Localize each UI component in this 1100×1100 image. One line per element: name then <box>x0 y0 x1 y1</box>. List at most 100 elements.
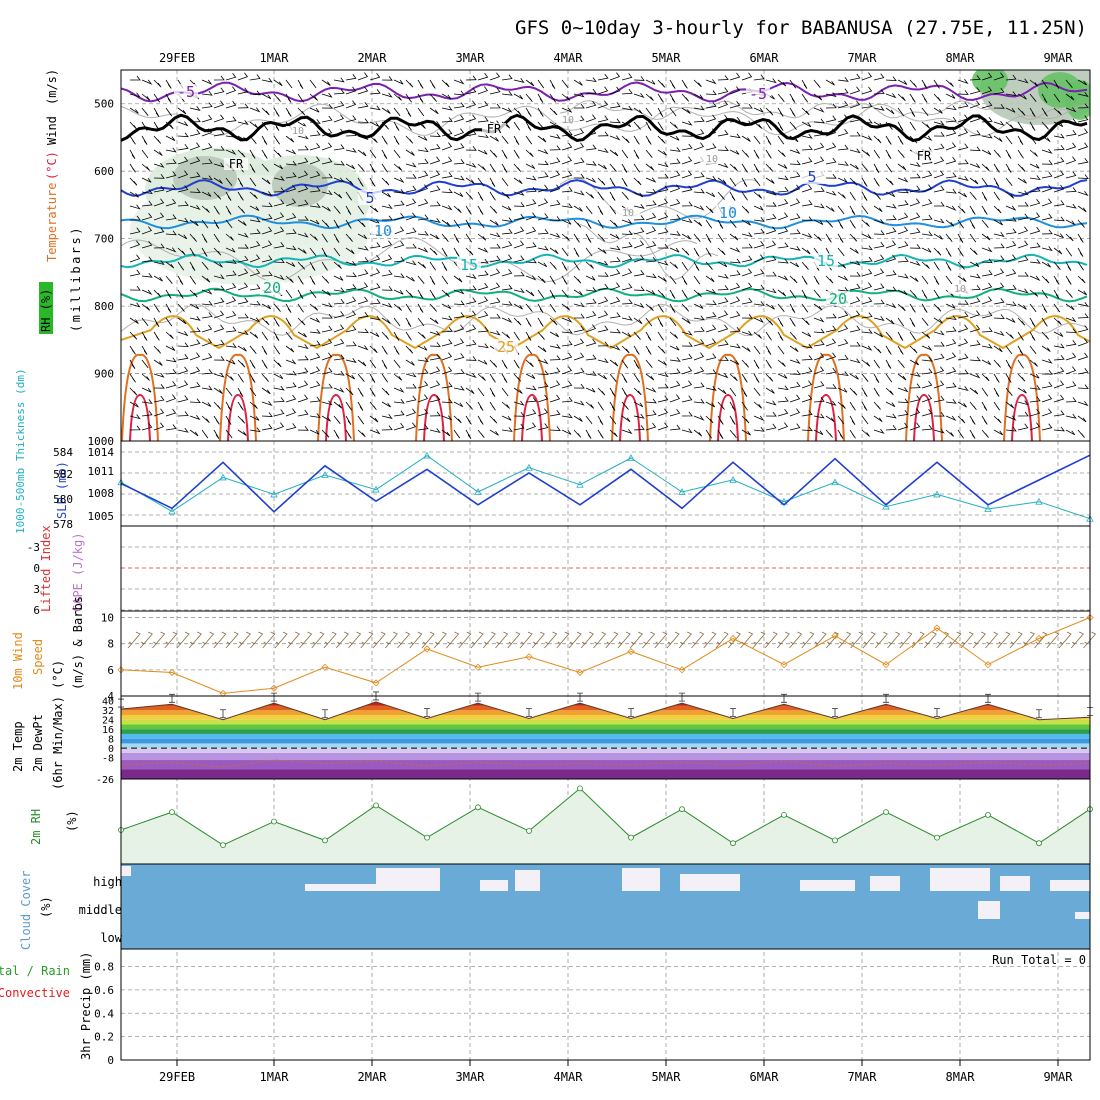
wind-barb <box>273 107 280 117</box>
wind-barb <box>585 287 597 292</box>
wind-barb <box>465 372 477 378</box>
wind-barb <box>789 394 801 403</box>
wind-barb <box>729 296 741 305</box>
wind10m-barb <box>568 631 582 649</box>
wind-barb <box>129 191 139 198</box>
wind-barb <box>1053 170 1065 179</box>
wind-barb <box>873 401 881 410</box>
wind-barb <box>573 142 585 151</box>
wind-barb <box>129 163 136 173</box>
wind-barb <box>453 369 465 375</box>
temp-contour-10 <box>121 214 1088 230</box>
wind-barb <box>1029 186 1041 193</box>
wind-barb <box>129 401 139 408</box>
wind-barb <box>981 327 993 333</box>
wind-barb <box>897 331 904 341</box>
wind-barb <box>513 93 524 100</box>
wind-barb <box>633 215 645 221</box>
wind-barb <box>477 429 485 439</box>
wind-barb <box>669 247 680 253</box>
wind-barb <box>981 247 993 253</box>
wind10m-barb <box>1021 631 1035 649</box>
wind-barb <box>1065 303 1075 311</box>
wind-barb <box>213 145 225 151</box>
wind-barb <box>729 191 736 201</box>
wind10m-barb <box>911 631 925 649</box>
wind-barb <box>345 191 353 201</box>
wind-barb <box>537 331 545 340</box>
wind-barb <box>153 395 165 403</box>
wind-barb <box>849 148 861 154</box>
wind-barb <box>705 143 717 151</box>
wind-barb <box>597 163 607 170</box>
wind-barb <box>705 401 716 408</box>
wind-barb <box>537 261 548 268</box>
wind-barb <box>369 373 376 383</box>
wind-barb <box>1077 313 1089 319</box>
wind-barb <box>213 75 225 81</box>
wind-barb <box>681 185 693 193</box>
wind-barb <box>729 72 741 81</box>
wind-barb <box>921 247 932 253</box>
wind-barb <box>909 331 917 341</box>
wind-barb <box>345 86 357 95</box>
panel-frame-3 <box>120 610 1091 697</box>
wind-barb <box>513 317 522 326</box>
temp-band <box>121 748 1090 753</box>
wind-barb <box>693 129 705 137</box>
wind-barb <box>453 128 465 137</box>
wind-barb <box>297 247 307 254</box>
wind-barb <box>333 191 343 199</box>
wind-barb <box>549 232 561 238</box>
wind-barb <box>921 198 933 207</box>
wind-barb <box>309 219 320 225</box>
wind-barb <box>537 317 544 327</box>
wind-barb <box>681 218 693 224</box>
wind-barb <box>729 311 741 319</box>
wind-barb <box>405 198 417 207</box>
wind-barb <box>993 282 1005 291</box>
wind-barb <box>909 383 921 389</box>
wind-barb <box>393 373 403 381</box>
wind-barb <box>909 79 918 88</box>
pressure-tick-label: 900 <box>94 368 114 381</box>
wind-barb <box>813 79 821 89</box>
wind-barb <box>765 226 777 235</box>
wind-barb <box>333 387 345 393</box>
wind-barb <box>825 384 837 389</box>
wind-barb <box>705 191 716 198</box>
wind10m-barb <box>311 631 325 649</box>
wind-barb <box>357 257 369 263</box>
wind-barb <box>825 275 834 284</box>
wind-barb <box>1053 79 1060 89</box>
wind-barb <box>585 261 594 269</box>
wind-barb <box>729 401 736 411</box>
wind-barb <box>669 93 676 103</box>
wind-barb <box>993 163 1000 173</box>
wind-barb <box>261 400 273 406</box>
wind-barb <box>981 117 993 123</box>
wind-barb <box>237 268 249 277</box>
temp-minmax-marker <box>475 692 481 702</box>
wind-barb <box>213 285 225 291</box>
wind-barb <box>969 114 981 123</box>
wind-barb <box>525 212 537 221</box>
panel-frame-2 <box>120 525 1091 612</box>
wind-barb <box>861 233 872 239</box>
wind-barb <box>1053 410 1065 417</box>
wind-barb <box>657 303 664 313</box>
wind10m-barb <box>409 631 423 649</box>
slp-line <box>120 454 1091 513</box>
wind-barb <box>729 282 741 291</box>
wind-barb <box>513 412 525 417</box>
wind-barb <box>525 121 532 131</box>
wind-barb <box>501 149 508 159</box>
wind-barb <box>525 385 537 391</box>
wind-barb <box>753 163 760 173</box>
wind-barb <box>285 245 297 251</box>
wind-barb <box>1029 385 1041 390</box>
wind-barb <box>993 330 1005 336</box>
wind-barb <box>165 424 177 431</box>
wind-barb <box>633 359 640 369</box>
wind-barb <box>441 79 450 88</box>
